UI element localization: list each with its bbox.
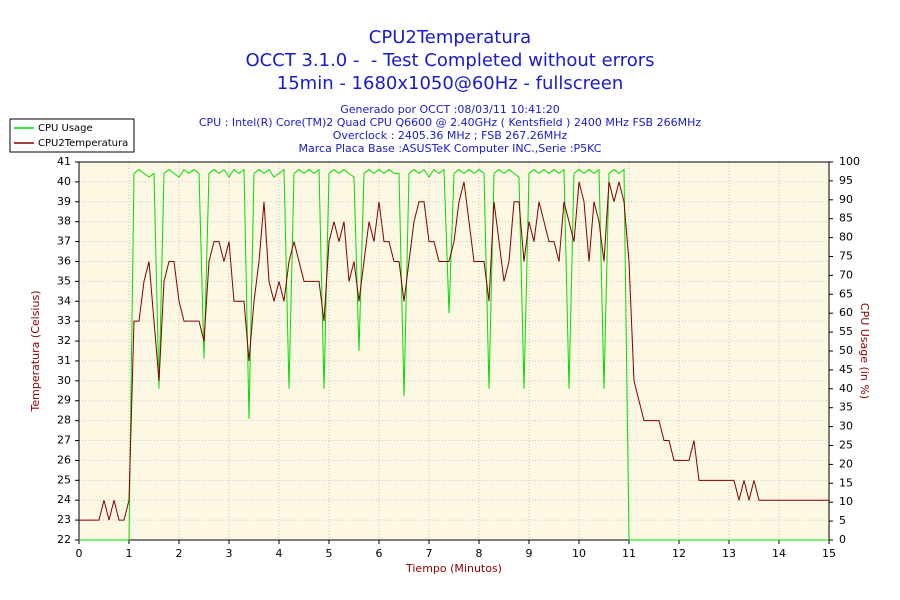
chart-title: OCCT 3.1.0 - - Test Completed without er… (245, 50, 654, 71)
y-tick-label: 35 (57, 274, 71, 287)
series-line (79, 168, 829, 541)
y2-tick-label: 85 (839, 212, 853, 225)
info-line: Generado por OCCT :08/03/11 10:41:20 (340, 103, 559, 116)
y-tick-label: 25 (57, 473, 71, 486)
y2-tick-label: 55 (839, 325, 853, 338)
plot-frame (78, 161, 830, 541)
x-tick-label: 8 (476, 547, 483, 560)
y-tick-label: 40 (57, 175, 71, 188)
y2-tick-label: 90 (839, 193, 853, 206)
y-tick-label: 29 (57, 394, 71, 407)
y-tick-label: 22 (57, 533, 71, 546)
legend-label: CPU2Temperatura (38, 138, 128, 149)
x-tick-label: 11 (622, 547, 636, 560)
y-tick-label: 33 (57, 314, 71, 327)
y-axis-title: Temperatura (Celsius) (29, 291, 42, 413)
y-tick-label: 41 (57, 155, 71, 168)
y-tick-label: 39 (57, 195, 71, 208)
x-tick-label: 10 (572, 547, 586, 560)
info-line: CPU : Intel(R) Core(TM)2 Quad CPU Q6600 … (199, 116, 701, 129)
y-tick-label: 30 (57, 374, 71, 387)
y2-tick-label: 100 (839, 155, 860, 168)
y2-tick-label: 20 (839, 457, 853, 470)
y-tick-label: 38 (57, 215, 71, 228)
chart-title: 15min - 1680x1050@60Hz - fullscreen (277, 73, 623, 94)
x-tick-label: 5 (326, 547, 333, 560)
y2-tick-label: 15 (839, 476, 853, 489)
y2-tick-label: 10 (839, 495, 853, 508)
y-tick-label: 24 (57, 493, 71, 506)
x-tick-label: 3 (226, 547, 233, 560)
x-tick-label: 15 (822, 547, 836, 560)
y2-tick-label: 5 (839, 514, 846, 527)
x-tick-label: 7 (426, 547, 433, 560)
y-tick-label: 32 (57, 334, 71, 347)
legend-box (9, 118, 135, 153)
x-tick-label: 1 (126, 547, 133, 560)
series-line (79, 181, 829, 521)
y2-tick-label: 35 (839, 401, 853, 414)
chart-title: CPU2Temperatura (369, 27, 531, 48)
y2-tick-label: 95 (839, 174, 853, 187)
y-tick-label: 37 (57, 235, 71, 248)
y2-tick-label: 30 (839, 420, 853, 433)
x-tick-label: 2 (176, 547, 183, 560)
x-tick-label: 9 (526, 547, 533, 560)
y2-tick-label: 40 (839, 382, 853, 395)
legend-label: CPU Usage (38, 123, 93, 134)
y-tick-label: 34 (57, 294, 71, 307)
x-tick-label: 14 (772, 547, 786, 560)
y-tick-label: 23 (57, 513, 71, 526)
y2-tick-label: 80 (839, 231, 853, 244)
plot-area (79, 162, 829, 540)
info-line: Overclock : 2405.36 MHz ; FSB 267.26MHz (333, 129, 568, 142)
y2-tick-label: 70 (839, 268, 853, 281)
y2-tick-label: 25 (839, 439, 853, 452)
y2-axis-title: CPU Usage (in %) (858, 303, 871, 399)
y2-tick-label: 75 (839, 250, 853, 263)
y2-tick-label: 0 (839, 533, 846, 546)
y2-tick-label: 60 (839, 306, 853, 319)
y2-tick-label: 50 (839, 344, 853, 357)
y2-tick-label: 45 (839, 363, 853, 376)
x-tick-label: 13 (722, 547, 736, 560)
x-tick-label: 6 (376, 547, 383, 560)
x-tick-label: 12 (672, 547, 686, 560)
x-tick-label: 4 (276, 547, 283, 560)
y-tick-label: 31 (57, 354, 71, 367)
x-axis-title: Tiempo (Minutos) (405, 562, 502, 575)
y2-tick-label: 65 (839, 287, 853, 300)
x-tick-label: 0 (76, 547, 83, 560)
y-tick-label: 36 (57, 254, 71, 267)
y-tick-label: 27 (57, 434, 71, 447)
y-tick-label: 26 (57, 453, 71, 466)
info-line: Marca Placa Base :ASUSTeK Computer INC.,… (299, 142, 602, 155)
y-tick-label: 28 (57, 414, 71, 427)
